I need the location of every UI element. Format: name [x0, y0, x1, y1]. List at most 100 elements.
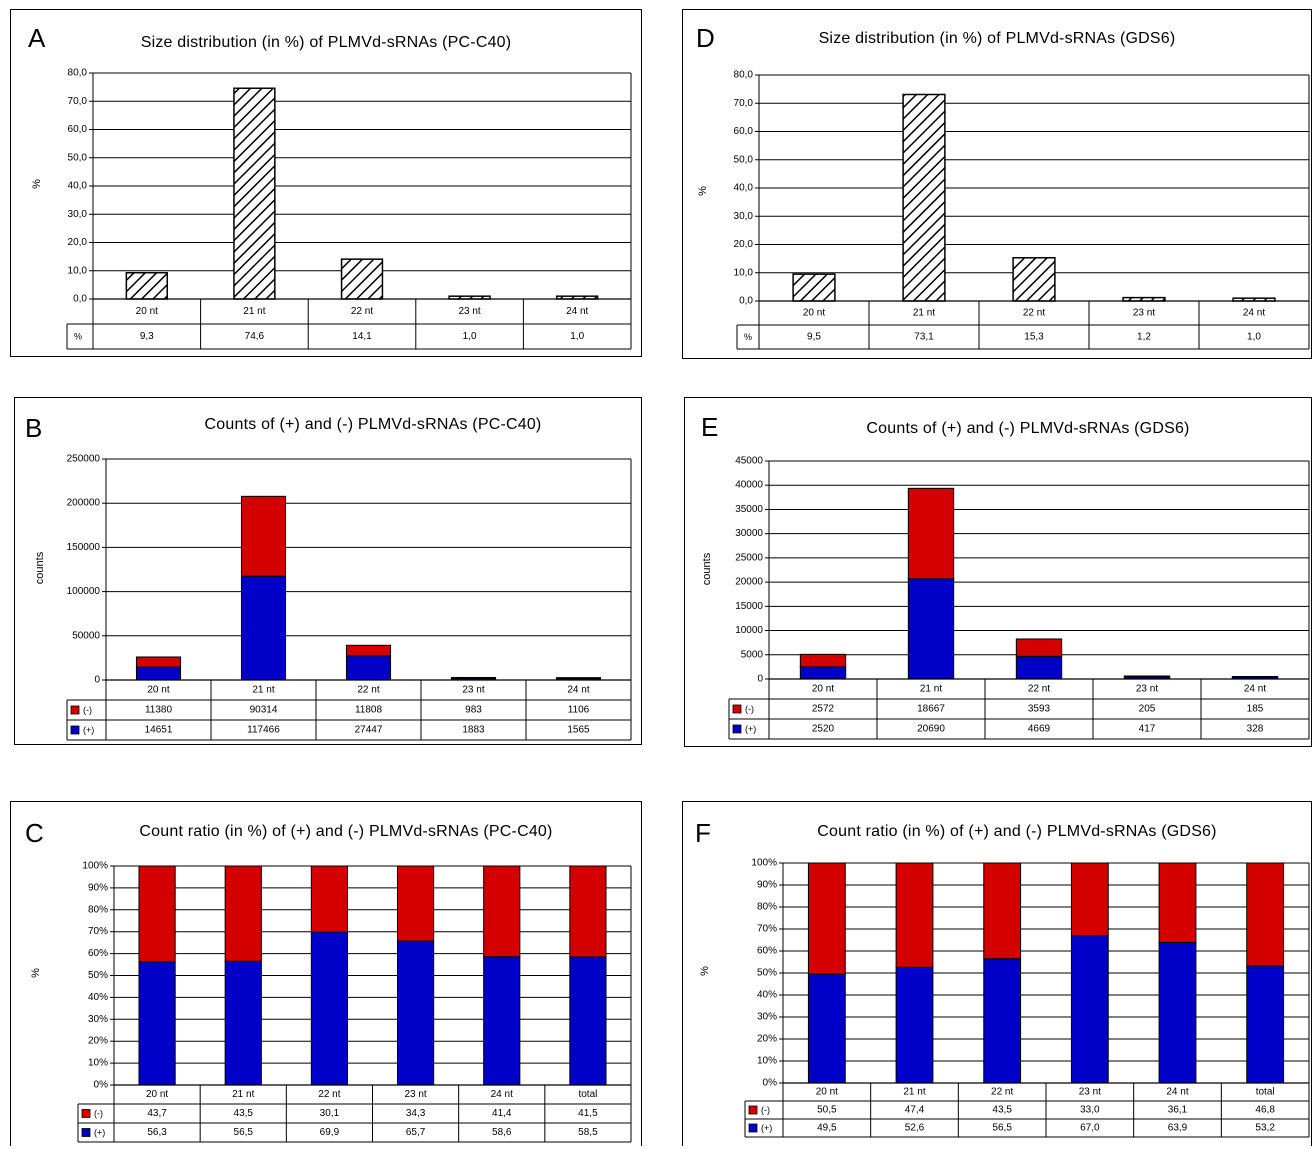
bar	[340, 258, 384, 300]
x-tick-label: 24 nt	[1243, 308, 1265, 319]
x-tick-label: 22 nt	[1023, 308, 1045, 319]
y-tick-label: 0	[94, 675, 100, 686]
x-tick-label: 24 nt	[566, 306, 588, 317]
x-tick-label: 24 nt	[1244, 684, 1266, 695]
y-tick-label: 200000	[67, 498, 101, 509]
data-label: 56,5	[992, 1123, 1012, 1134]
data-label: 3593	[1028, 704, 1051, 715]
panel-letter: D	[696, 23, 715, 53]
data-label: 1883	[462, 725, 485, 736]
y-tick-label: 70,0	[68, 96, 88, 107]
data-label: 63,9	[1168, 1123, 1188, 1134]
y-tick-label: 30,0	[734, 211, 754, 222]
x-tick-label: 20 nt	[146, 1089, 168, 1100]
y-tick-label: 60%	[757, 946, 777, 957]
bar-plus	[1246, 965, 1285, 1084]
data-label: 58,5	[578, 1127, 598, 1138]
y-tick-label: 50%	[88, 970, 108, 981]
bar-plus	[483, 956, 521, 1086]
data-label: 53,2	[1255, 1123, 1275, 1134]
y-tick-label: 20,0	[734, 239, 754, 250]
data-label: 43,7	[147, 1108, 167, 1119]
legend-swatch	[70, 705, 80, 715]
y-tick-label: 25000	[735, 552, 763, 563]
y-axis-label: %	[31, 179, 43, 189]
bar-minus	[396, 865, 435, 942]
data-label: 41,5	[578, 1108, 598, 1119]
data-label: 43,5	[234, 1108, 254, 1119]
data-label: 67,0	[1080, 1123, 1100, 1134]
y-tick-label: 10,0	[734, 267, 754, 278]
y-tick-label: 0	[757, 674, 763, 685]
x-tick-label: 23 nt	[458, 306, 480, 317]
x-tick-label: 22 nt	[991, 1087, 1013, 1098]
panel-letter: E	[701, 412, 719, 442]
chart-svg: 0% 10% 20% 30% 40% 50% 60% 70% 80% 90% 100%% 20 nt 2…	[30, 861, 632, 1143]
y-tick-label: 5000	[741, 649, 764, 660]
y-tick-label: 40,0	[68, 181, 88, 192]
chart-svg: 0,0 10,0 20,0 30,0 40,0 50,0 60,0 70,0 80,0% 20 n…	[31, 68, 632, 350]
y-axis-label: %	[699, 966, 711, 976]
y-tick-label: 90%	[757, 880, 777, 891]
panel-f: F Count ratio (in %) of (+) and (-) PLMV…	[682, 801, 1312, 1146]
panel-a: A Size distribution (in %) of PLMVd-sRNA…	[10, 9, 642, 357]
data-label: 15,3	[1024, 332, 1044, 343]
data-label: 41,4	[492, 1108, 512, 1119]
data-label: 43,5	[992, 1105, 1012, 1116]
legend-swatch	[81, 1128, 91, 1137]
y-tick-label: 10%	[757, 1056, 777, 1067]
y-tick-label: 60,0	[68, 124, 88, 135]
bar-minus	[1246, 862, 1285, 967]
y-tick-label: 90%	[88, 882, 108, 893]
panel-letter: A	[28, 23, 46, 53]
bar-plus	[240, 575, 287, 681]
x-tick-label: 23 nt	[462, 685, 484, 696]
x-tick-label: 20 nt	[812, 684, 834, 695]
x-tick-label: 23 nt	[1079, 1087, 1101, 1098]
data-label: 1565	[567, 725, 590, 736]
bar-plus	[345, 655, 392, 681]
data-label: 328	[1247, 724, 1264, 735]
bar-plus	[1070, 935, 1109, 1084]
chart-svg: 0,0 10,0 20,0 30,0 40,0 50,0 60,0 70,0 80,0% 20 n…	[697, 70, 1310, 350]
legend-swatch	[748, 1123, 758, 1133]
x-tick-label: 24 nt	[1166, 1087, 1188, 1098]
bar	[1012, 257, 1056, 302]
bar-plus	[138, 961, 176, 1086]
y-tick-label: 30000	[735, 528, 763, 539]
legend-label: (+)	[745, 724, 756, 734]
x-tick-label: 23 nt	[404, 1089, 426, 1100]
bar-minus	[138, 865, 176, 963]
y-tick-label: 50,0	[734, 154, 754, 165]
y-tick-label: 100%	[751, 858, 777, 869]
y-tick-label: 10,0	[68, 265, 88, 276]
y-tick-label: 50000	[72, 630, 100, 641]
chart-title: Size distribution (in %) of PLMVd-sRNAs …	[818, 30, 1176, 47]
y-tick-label: 20%	[88, 1036, 108, 1047]
data-label: 56,5	[234, 1127, 254, 1138]
data-label: 33,0	[1080, 1105, 1100, 1116]
data-label: 1106	[568, 705, 590, 716]
legend-label: (-)	[745, 704, 754, 714]
bar-minus	[907, 487, 955, 580]
data-label: 30,1	[320, 1108, 340, 1119]
x-tick-label: 23 nt	[1136, 684, 1158, 695]
y-tick-label: 70%	[88, 926, 108, 937]
x-tick-label: total	[578, 1089, 597, 1100]
data-label: 56,3	[147, 1127, 167, 1138]
data-label: 185	[1247, 704, 1264, 715]
y-tick-label: 70%	[757, 924, 777, 935]
data-label: 69,9	[320, 1127, 340, 1138]
x-tick-label: 21 nt	[920, 684, 942, 695]
x-tick-label: 24 nt	[567, 685, 589, 696]
data-label: 417	[1139, 724, 1156, 735]
bar-minus	[799, 653, 847, 668]
data-label: 11808	[355, 705, 383, 716]
y-tick-label: 70,0	[734, 98, 754, 109]
x-tick-label: 23 nt	[1133, 308, 1155, 319]
data-label: 90314	[250, 705, 278, 716]
data-label: 49,5	[817, 1123, 837, 1134]
data-label: 73,1	[914, 332, 934, 343]
y-tick-label: 35000	[735, 504, 763, 515]
data-label: 9,3	[140, 331, 154, 342]
